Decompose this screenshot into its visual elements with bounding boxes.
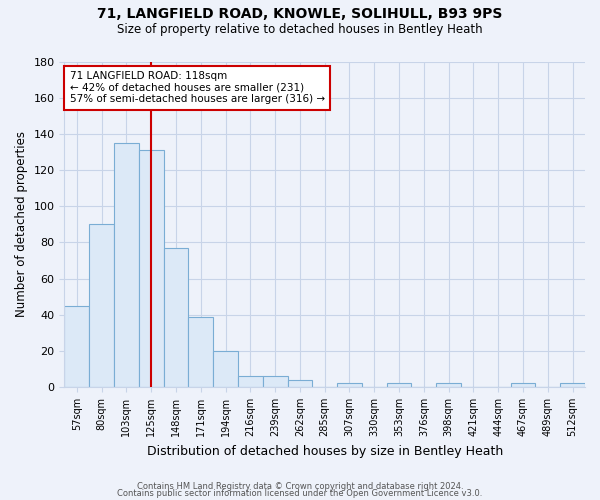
Bar xyxy=(89,224,114,387)
Bar xyxy=(436,384,461,387)
Bar xyxy=(337,384,362,387)
Text: Contains public sector information licensed under the Open Government Licence v3: Contains public sector information licen… xyxy=(118,489,482,498)
Bar xyxy=(114,143,139,387)
Bar xyxy=(64,306,89,387)
Bar xyxy=(213,351,238,387)
Bar xyxy=(386,384,412,387)
Bar xyxy=(287,380,313,387)
Text: 71, LANGFIELD ROAD, KNOWLE, SOLIHULL, B93 9PS: 71, LANGFIELD ROAD, KNOWLE, SOLIHULL, B9… xyxy=(97,8,503,22)
Y-axis label: Number of detached properties: Number of detached properties xyxy=(15,132,28,318)
Bar xyxy=(164,248,188,387)
Bar xyxy=(238,376,263,387)
Bar xyxy=(560,384,585,387)
Text: Size of property relative to detached houses in Bentley Heath: Size of property relative to detached ho… xyxy=(117,22,483,36)
Text: Contains HM Land Registry data © Crown copyright and database right 2024.: Contains HM Land Registry data © Crown c… xyxy=(137,482,463,491)
Text: 71 LANGFIELD ROAD: 118sqm
← 42% of detached houses are smaller (231)
57% of semi: 71 LANGFIELD ROAD: 118sqm ← 42% of detac… xyxy=(70,72,325,104)
Bar xyxy=(139,150,164,387)
Bar xyxy=(188,316,213,387)
X-axis label: Distribution of detached houses by size in Bentley Heath: Distribution of detached houses by size … xyxy=(146,444,503,458)
Bar xyxy=(263,376,287,387)
Bar xyxy=(511,384,535,387)
